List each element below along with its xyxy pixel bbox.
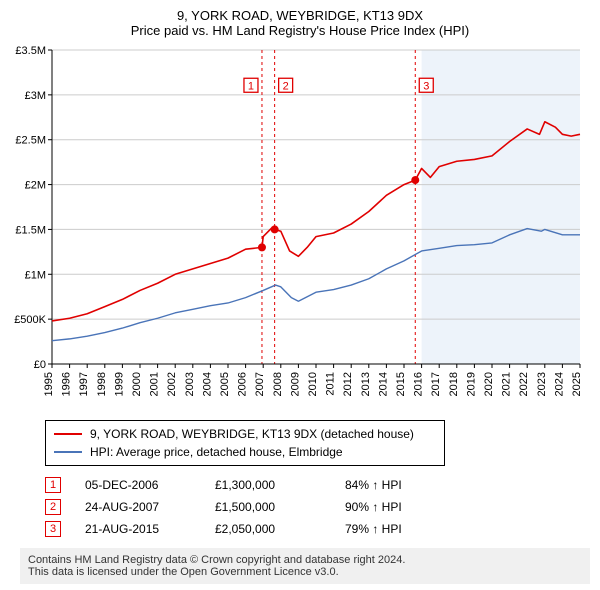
- svg-text:2015: 2015: [395, 372, 407, 396]
- sale-date: 21-AUG-2015: [85, 522, 215, 536]
- svg-text:£500K: £500K: [14, 314, 46, 326]
- sale-price: £1,500,000: [215, 500, 345, 514]
- legend-label: HPI: Average price, detached house, Elmb…: [90, 445, 343, 459]
- svg-text:1998: 1998: [96, 372, 108, 396]
- svg-text:3: 3: [423, 80, 429, 92]
- svg-text:2019: 2019: [465, 372, 477, 396]
- legend-item: HPI: Average price, detached house, Elmb…: [54, 443, 436, 461]
- sale-pct: 79% ↑ HPI: [345, 522, 455, 536]
- svg-text:2016: 2016: [413, 372, 425, 396]
- chart-title: 9, YORK ROAD, WEYBRIDGE, KT13 9DX Price …: [10, 8, 590, 38]
- svg-text:2002: 2002: [166, 372, 178, 396]
- svg-text:2001: 2001: [149, 372, 161, 396]
- sale-row: 3 21-AUG-2015 £2,050,000 79% ↑ HPI: [45, 518, 590, 540]
- svg-text:2010: 2010: [307, 372, 319, 396]
- svg-text:1997: 1997: [78, 372, 90, 396]
- legend: 9, YORK ROAD, WEYBRIDGE, KT13 9DX (detac…: [45, 420, 445, 466]
- footer-line-1: Contains HM Land Registry data © Crown c…: [28, 554, 582, 566]
- svg-text:£2.5M: £2.5M: [15, 135, 46, 147]
- svg-text:2014: 2014: [377, 372, 389, 396]
- svg-text:2021: 2021: [501, 372, 513, 396]
- sale-badge: 3: [45, 521, 61, 537]
- title-line-2: Price paid vs. HM Land Registry's House …: [10, 23, 590, 38]
- sale-pct: 84% ↑ HPI: [345, 478, 455, 492]
- svg-text:2012: 2012: [342, 372, 354, 396]
- sale-price: £2,050,000: [215, 522, 345, 536]
- legend-label: 9, YORK ROAD, WEYBRIDGE, KT13 9DX (detac…: [90, 427, 414, 441]
- svg-text:£1M: £1M: [25, 269, 46, 281]
- svg-text:2003: 2003: [184, 372, 196, 396]
- svg-text:£0: £0: [34, 359, 46, 371]
- sales-table: 1 05-DEC-2006 £1,300,000 84% ↑ HPI 2 24-…: [45, 474, 590, 540]
- svg-text:2013: 2013: [360, 372, 372, 396]
- sale-price: £1,300,000: [215, 478, 345, 492]
- svg-text:2025: 2025: [571, 372, 583, 396]
- price-chart: £0 £500K £1M £1.5M £2M £2.5M £3M £3.5M 1995 1996 1…: [10, 44, 590, 414]
- svg-text:1: 1: [248, 80, 254, 92]
- sale-date: 05-DEC-2006: [85, 478, 215, 492]
- footer-line-2: This data is licensed under the Open Gov…: [28, 566, 582, 578]
- svg-text:2004: 2004: [201, 372, 213, 396]
- svg-text:2017: 2017: [430, 372, 442, 396]
- svg-text:2005: 2005: [219, 372, 231, 396]
- svg-text:£1.5M: £1.5M: [15, 224, 46, 236]
- svg-text:2024: 2024: [553, 372, 565, 396]
- svg-text:1996: 1996: [61, 372, 73, 396]
- svg-text:2022: 2022: [518, 372, 530, 396]
- sale-date: 24-AUG-2007: [85, 500, 215, 514]
- legend-item: 9, YORK ROAD, WEYBRIDGE, KT13 9DX (detac…: [54, 425, 436, 443]
- svg-text:2018: 2018: [448, 372, 460, 396]
- svg-text:£3.5M: £3.5M: [15, 45, 46, 57]
- legend-swatch: [54, 451, 82, 453]
- svg-text:2000: 2000: [131, 372, 143, 396]
- svg-text:1999: 1999: [113, 372, 125, 396]
- legend-swatch: [54, 433, 82, 435]
- svg-text:£2M: £2M: [25, 180, 46, 192]
- svg-text:1995: 1995: [43, 372, 55, 396]
- svg-text:2009: 2009: [289, 372, 301, 396]
- title-line-1: 9, YORK ROAD, WEYBRIDGE, KT13 9DX: [10, 8, 590, 23]
- svg-text:2006: 2006: [237, 372, 249, 396]
- sale-badge: 1: [45, 477, 61, 493]
- attribution-footer: Contains HM Land Registry data © Crown c…: [20, 548, 590, 584]
- svg-text:2020: 2020: [483, 372, 495, 396]
- sale-row: 1 05-DEC-2006 £1,300,000 84% ↑ HPI: [45, 474, 590, 496]
- chart-svg: £0 £500K £1M £1.5M £2M £2.5M £3M £3.5M 1995 1996 1…: [10, 44, 590, 414]
- svg-text:2023: 2023: [536, 372, 548, 396]
- svg-text:£3M: £3M: [25, 90, 46, 102]
- svg-text:2: 2: [283, 80, 289, 92]
- svg-text:2007: 2007: [254, 372, 266, 396]
- svg-text:2008: 2008: [272, 372, 284, 396]
- svg-text:2011: 2011: [325, 372, 337, 396]
- sale-pct: 90% ↑ HPI: [345, 500, 455, 514]
- sale-row: 2 24-AUG-2007 £1,500,000 90% ↑ HPI: [45, 496, 590, 518]
- sale-badge: 2: [45, 499, 61, 515]
